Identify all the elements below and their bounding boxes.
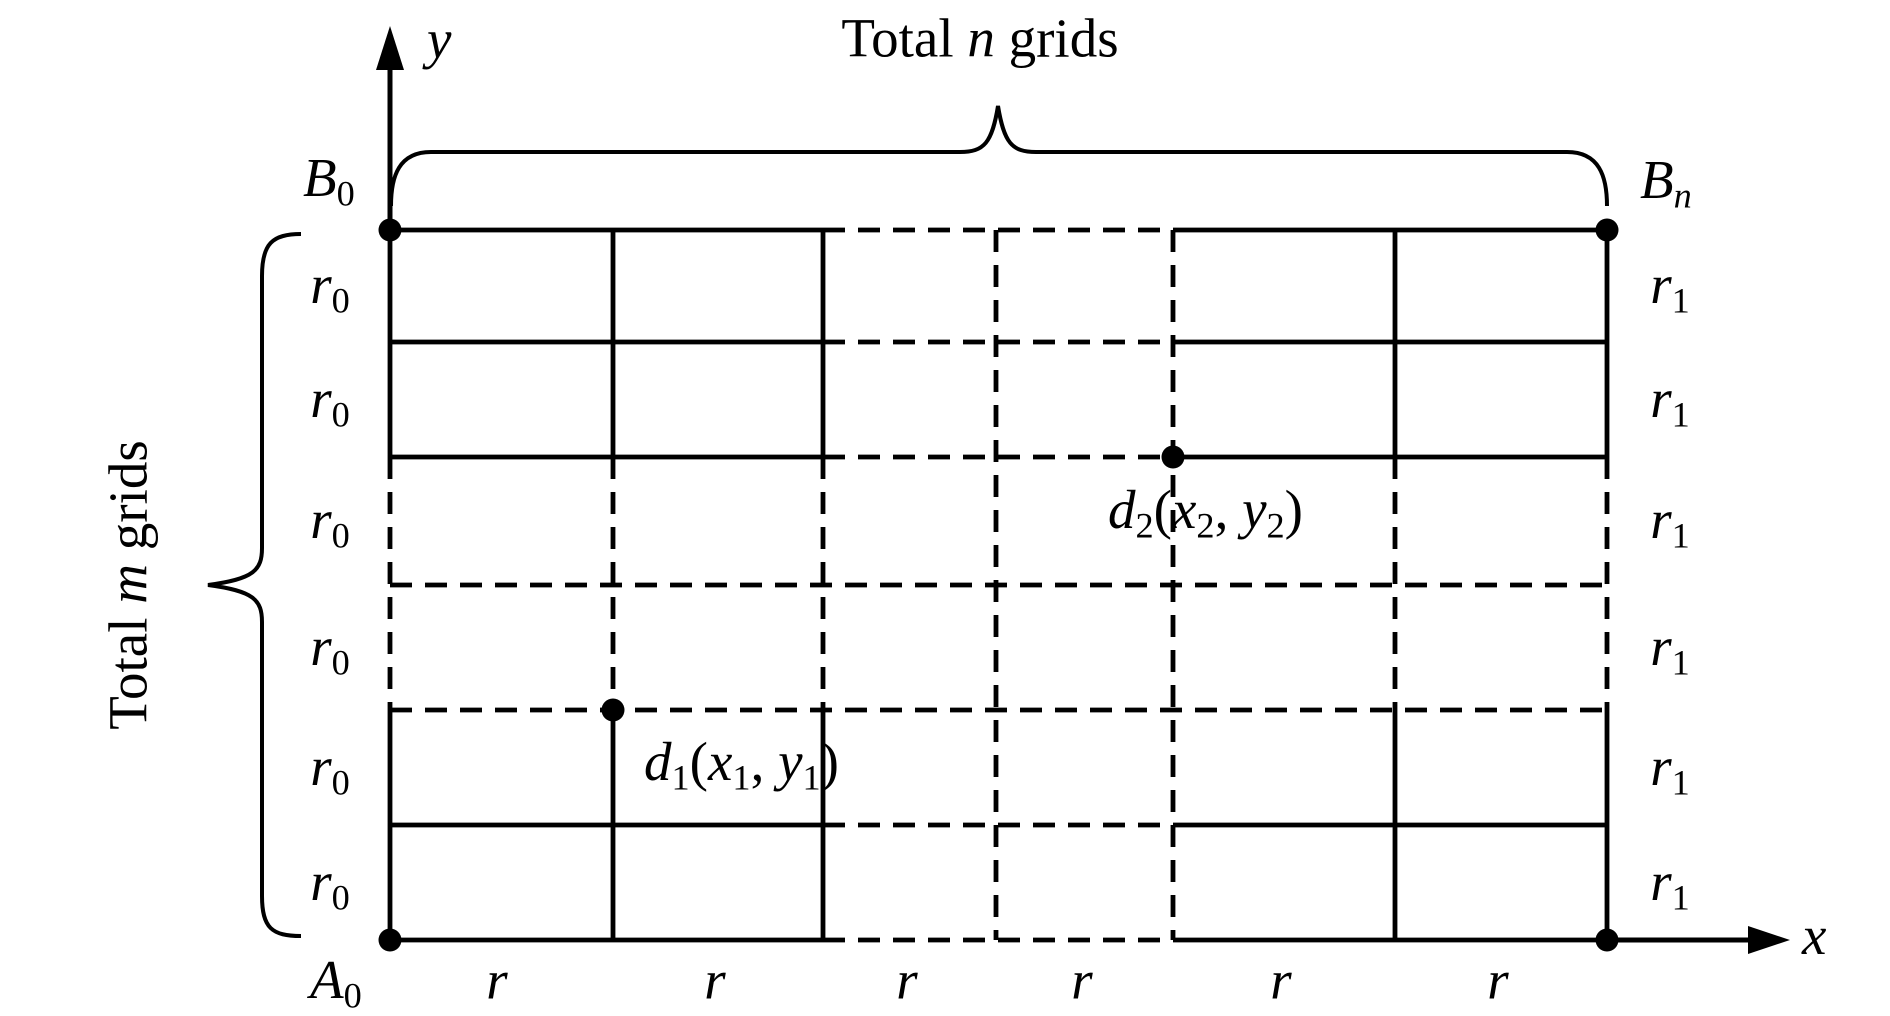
- point-dot-d2: [1161, 445, 1185, 469]
- x-axis-arrowhead-icon: [1748, 926, 1790, 954]
- label-d2-y: y: [1242, 479, 1267, 540]
- label-d2-y-sub: 2: [1266, 505, 1285, 546]
- point-dot-a0: [378, 928, 402, 952]
- label-d2-name: d: [1108, 479, 1136, 540]
- point-dot-d1: [601, 698, 625, 722]
- label-bn: Bn: [1640, 152, 1692, 214]
- row-label-right-1-main: r: [1650, 254, 1672, 316]
- label-d2-comma: ,: [1214, 479, 1243, 540]
- label-d2: d2(x2, y2): [1108, 482, 1303, 544]
- row-label-left-5: r0: [310, 739, 350, 801]
- row-label-right-5-sub: 1: [1671, 762, 1690, 803]
- point-dot-bottom-right: [1595, 928, 1619, 952]
- row-label-right-1-sub: 1: [1671, 280, 1690, 321]
- top-brace-title-post: grids: [994, 7, 1119, 69]
- row-label-left-5-main: r: [310, 736, 332, 798]
- row-label-right-4: r1: [1650, 619, 1690, 681]
- label-b0: B0: [303, 150, 355, 212]
- row-label-left-1-sub: 0: [331, 280, 350, 321]
- label-d2-close: ): [1284, 479, 1303, 540]
- row-label-right-5: r1: [1650, 739, 1690, 801]
- label-d2-open: (: [1153, 479, 1172, 540]
- col-label-bottom-5: r: [1270, 949, 1292, 1011]
- grid-dashed-lines: [387, 227, 1610, 943]
- row-label-left-3-sub: 0: [331, 515, 350, 556]
- row-label-left-5-sub: 0: [331, 762, 350, 803]
- label-a0: A0: [310, 952, 362, 1014]
- top-brace-title-pre: Total: [841, 7, 968, 69]
- label-d2-x-sub: 2: [1196, 505, 1215, 546]
- col-label-bottom-2: r: [704, 949, 726, 1011]
- row-label-left-6-sub: 0: [331, 877, 350, 918]
- row-label-left-1-main: r: [310, 254, 332, 316]
- left-brace-title-post: grids: [97, 440, 159, 565]
- point-dot-bn: [1595, 218, 1619, 242]
- top-brace-title-var: n: [967, 7, 995, 69]
- left-brace: [207, 232, 302, 938]
- row-label-right-1: r1: [1650, 257, 1690, 319]
- label-d1-close: ): [820, 731, 839, 792]
- label-d1-x-sub: 1: [732, 757, 751, 798]
- left-brace-title: Total m grids: [97, 440, 159, 730]
- row-label-left-3: r0: [310, 492, 350, 554]
- left-brace-title-var: m: [97, 564, 159, 604]
- row-label-right-3-sub: 1: [1671, 515, 1690, 556]
- label-d2-x: x: [1171, 479, 1197, 540]
- col-label-bottom-4: r: [1071, 949, 1093, 1011]
- label-d1: d1(x1, y1): [644, 734, 839, 796]
- x-axis-label: x: [1802, 905, 1827, 966]
- row-label-right-2: r1: [1650, 371, 1690, 433]
- row-label-left-3-main: r: [310, 489, 332, 551]
- row-label-left-2-sub: 0: [331, 394, 350, 435]
- label-bn-main: B: [1640, 149, 1674, 210]
- col-label-bottom-6: r: [1487, 949, 1509, 1011]
- y-axis-label: y: [427, 9, 452, 70]
- label-d1-y: y: [778, 731, 803, 792]
- row-label-right-5-main: r: [1650, 736, 1672, 798]
- row-label-right-3: r1: [1650, 492, 1690, 554]
- row-label-left-6: r0: [310, 854, 350, 916]
- row-label-left-2: r0: [310, 371, 350, 433]
- top-brace-title: Total n grids: [841, 11, 1118, 66]
- label-d1-comma: ,: [750, 731, 779, 792]
- label-d1-x: x: [707, 731, 733, 792]
- row-label-right-4-sub: 1: [1671, 642, 1690, 683]
- row-label-left-4-sub: 0: [331, 642, 350, 683]
- row-label-left-1: r0: [310, 257, 350, 319]
- label-d1-open: (: [689, 731, 708, 792]
- label-d1-name-sub: 1: [671, 757, 690, 798]
- left-brace-title-pre: Total: [97, 603, 159, 730]
- row-label-right-6-sub: 1: [1671, 877, 1690, 918]
- top-brace: [389, 105, 1609, 207]
- label-bn-sub: n: [1673, 175, 1692, 216]
- row-label-right-2-sub: 1: [1671, 394, 1690, 435]
- point-dot-b0: [378, 218, 402, 242]
- label-a0-main: A: [310, 949, 344, 1010]
- y-axis-arrowhead-icon: [376, 26, 404, 70]
- label-d2-name-sub: 2: [1135, 505, 1154, 546]
- col-label-bottom-1: r: [486, 949, 508, 1011]
- row-label-right-3-main: r: [1650, 489, 1672, 551]
- col-label-bottom-3: r: [896, 949, 918, 1011]
- row-label-right-2-main: r: [1650, 368, 1672, 430]
- row-label-left-2-main: r: [310, 368, 332, 430]
- row-label-left-4: r0: [310, 619, 350, 681]
- row-label-left-4-main: r: [310, 616, 332, 678]
- row-label-right-4-main: r: [1650, 616, 1672, 678]
- label-b0-main: B: [303, 147, 337, 208]
- row-label-right-6-main: r: [1650, 851, 1672, 913]
- label-d1-y-sub: 1: [802, 757, 821, 798]
- label-b0-sub: 0: [336, 173, 355, 214]
- label-a0-sub: 0: [343, 975, 362, 1016]
- row-label-right-6: r1: [1650, 854, 1690, 916]
- row-label-left-6-main: r: [310, 851, 332, 913]
- label-d1-name: d: [644, 731, 672, 792]
